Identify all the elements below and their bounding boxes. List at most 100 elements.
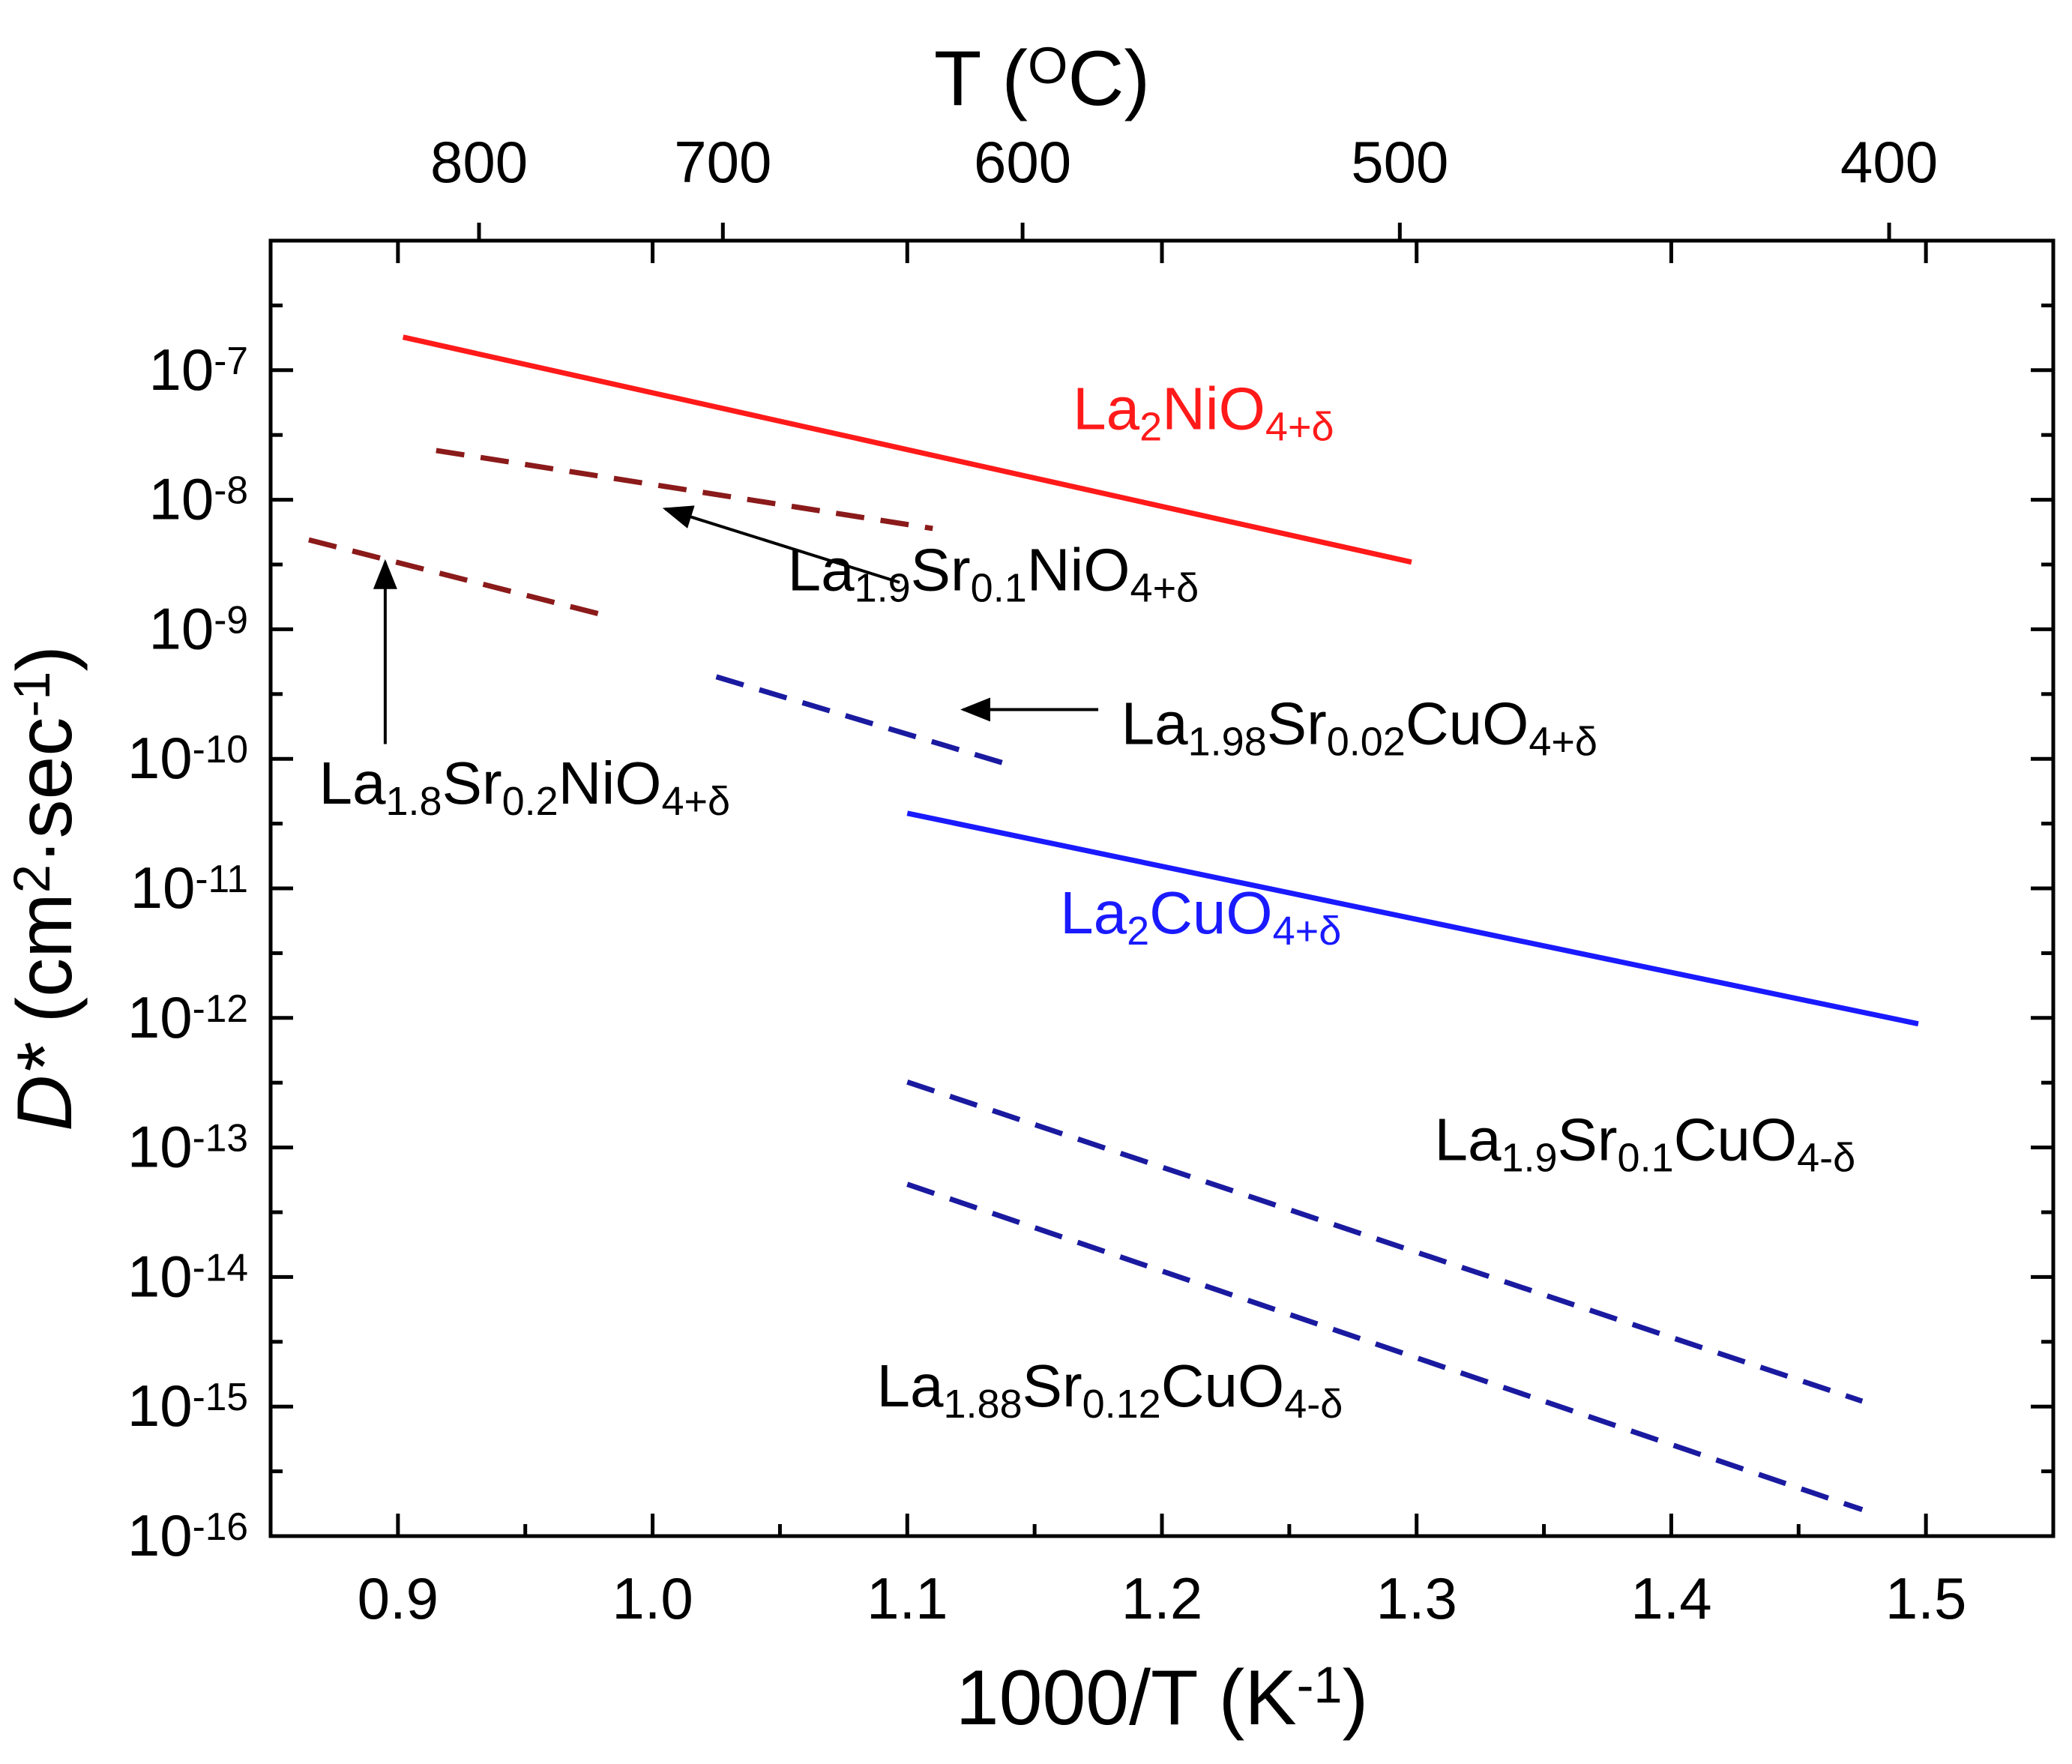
y-tick-label: 10-12 bbox=[127, 984, 248, 1050]
y-tick-exponent: -13 bbox=[193, 1116, 248, 1159]
series-label-part: 1.9 bbox=[1501, 1135, 1557, 1180]
series-line-la188sr012cuo4 bbox=[906, 1181, 1864, 1513]
series-line-la198sr002cuo4 bbox=[715, 674, 1011, 768]
series-line-la19sr01cuo4 bbox=[906, 1079, 1864, 1404]
series-label-part: NiO bbox=[558, 750, 662, 816]
series-label-la188sr012cuo4: La1.88Sr0.12CuO4-δ bbox=[877, 1352, 1343, 1427]
series-label-part: CuO bbox=[1149, 879, 1273, 946]
series-label-part: 1.88 bbox=[944, 1382, 1023, 1427]
series-label-part: CuO bbox=[1674, 1106, 1798, 1173]
y-tick-label: 10-7 bbox=[148, 337, 248, 403]
top-tick-label: 400 bbox=[1840, 129, 1938, 195]
series-label-part: 4-δ bbox=[1797, 1135, 1855, 1180]
series-label-part: La bbox=[1121, 690, 1188, 757]
y-tick-exponent: -16 bbox=[193, 1505, 248, 1548]
y-tick-base: 10 bbox=[148, 337, 214, 403]
y-tick-exponent: -8 bbox=[214, 468, 248, 511]
y-tick-label: 10-14 bbox=[127, 1243, 248, 1309]
y-tick-label: 10-9 bbox=[148, 595, 248, 661]
top-axis-title-end: C) bbox=[1067, 35, 1150, 122]
top-tick-label: 500 bbox=[1351, 129, 1448, 195]
y-axis-title-sup: 2 bbox=[3, 864, 61, 893]
series-label-la18sr02nio4: La1.8Sr0.2NiO4+δ bbox=[319, 750, 731, 824]
series-label-part: 0.12 bbox=[1082, 1382, 1161, 1427]
y-axis-title-sup: -1 bbox=[3, 672, 61, 717]
series-label-part: 4+δ bbox=[661, 779, 730, 824]
series-label-part: La bbox=[788, 536, 855, 603]
x-tick-label: 1.4 bbox=[1630, 1565, 1711, 1631]
y-tick-base: 10 bbox=[148, 466, 214, 532]
series-label-part: 4-δ bbox=[1284, 1382, 1343, 1427]
series-line-la2cuo4 bbox=[906, 810, 1919, 1027]
series-label-part: 2 bbox=[1139, 405, 1162, 450]
series-label-part: 4+δ bbox=[1130, 565, 1199, 610]
y-tick-base: 10 bbox=[127, 984, 193, 1050]
series-label-part: Sr bbox=[1267, 690, 1327, 757]
series-label-part: 1.98 bbox=[1188, 720, 1267, 765]
y-tick-label: 10-15 bbox=[127, 1373, 248, 1439]
top-axis-title-sup: O bbox=[1028, 37, 1067, 94]
x-axis-title-end: ) bbox=[1343, 1655, 1369, 1742]
series-label-part: 1.9 bbox=[855, 565, 911, 610]
series-label-part: La bbox=[319, 750, 386, 816]
x-axis-title-text: 1000/T (K bbox=[956, 1655, 1297, 1742]
top-tick-label: 600 bbox=[974, 129, 1071, 195]
y-axis-title-symbol: D* bbox=[1, 1042, 88, 1131]
y-tick-exponent: -7 bbox=[214, 338, 248, 382]
series-label-la2cuo4: La2CuO4+δ bbox=[1060, 879, 1341, 954]
arrow-la19sr01nio4 bbox=[662, 505, 900, 584]
series-label-part: CuO bbox=[1406, 690, 1529, 757]
series-label-part: Sr bbox=[911, 536, 971, 603]
series-label-part: Sr bbox=[442, 750, 502, 816]
x-tick-label: 1.2 bbox=[1121, 1565, 1202, 1631]
label-group: La2NiO4+δLa1.9Sr0.1NiO4+δLa1.8Sr0.2NiO4+… bbox=[319, 376, 1856, 1427]
x-tick-label: 1.1 bbox=[867, 1565, 948, 1631]
series-label-part: La bbox=[1434, 1106, 1501, 1173]
series-label-part: 4+δ bbox=[1529, 720, 1597, 765]
top-tick-label: 700 bbox=[674, 129, 771, 195]
x-tick-label: 1.3 bbox=[1376, 1565, 1457, 1631]
y-axis-title-text: (cm bbox=[1, 893, 88, 1044]
y-tick-exponent: -14 bbox=[193, 1245, 248, 1289]
series-label-part: La bbox=[1073, 376, 1139, 442]
series-label-part: NiO bbox=[1027, 536, 1130, 603]
series-label-la19sr01nio4: La1.9Sr0.1NiO4+δ bbox=[788, 536, 1199, 610]
y-tick-exponent: -12 bbox=[193, 986, 248, 1029]
x-tick-label: 1.0 bbox=[612, 1565, 693, 1631]
x-tick-label: 1.5 bbox=[1885, 1565, 1966, 1631]
y-tick-exponent: -10 bbox=[193, 727, 248, 771]
y-tick-exponent: -9 bbox=[214, 597, 248, 641]
y-axis-title-mid: ·sec bbox=[1, 717, 88, 864]
series-label-la2nio4: La2NiO4+δ bbox=[1073, 376, 1334, 450]
top-axis-title: T (OC) bbox=[934, 35, 1150, 122]
y-tick-label: 10-11 bbox=[130, 855, 248, 921]
x-axis-title-sup: -1 bbox=[1297, 1656, 1343, 1714]
x-tick-label: 0.9 bbox=[358, 1565, 439, 1631]
y-tick-label: 10-10 bbox=[127, 725, 248, 791]
series-label-la19sr01cuo4: La1.9Sr0.1CuO4-δ bbox=[1434, 1106, 1855, 1180]
series-label-part: 0.02 bbox=[1327, 720, 1406, 765]
series-label-part: La bbox=[877, 1352, 944, 1419]
series-label-part: 2 bbox=[1127, 909, 1149, 954]
arrow-group bbox=[373, 505, 1099, 744]
y-tick-label: 10-16 bbox=[127, 1502, 248, 1568]
top-tick-label: 800 bbox=[430, 129, 528, 195]
series-label-part: La bbox=[1060, 879, 1127, 946]
series-label-part: 4+δ bbox=[1273, 909, 1342, 954]
series-line-la2nio4 bbox=[402, 334, 1412, 565]
series-line-la18sr02nio4 bbox=[308, 537, 603, 618]
y-tick-base: 10 bbox=[127, 1243, 193, 1309]
y-tick-base: 10 bbox=[127, 1502, 193, 1568]
series-label-part: 0.1 bbox=[971, 565, 1027, 610]
y-axis-title-end: ) bbox=[1, 645, 88, 672]
series-line-la19sr01nio4 bbox=[436, 448, 933, 532]
top-axis-title-text: T ( bbox=[934, 35, 1029, 122]
y-tick-label: 10-13 bbox=[127, 1114, 248, 1180]
series-label-part: 0.2 bbox=[502, 779, 558, 824]
y-tick-base: 10 bbox=[130, 855, 196, 921]
series-label-part: NiO bbox=[1162, 376, 1265, 442]
y-tick-label: 10-8 bbox=[148, 466, 248, 532]
series-label-part: Sr bbox=[1023, 1352, 1082, 1419]
series-label-part: CuO bbox=[1161, 1352, 1285, 1419]
